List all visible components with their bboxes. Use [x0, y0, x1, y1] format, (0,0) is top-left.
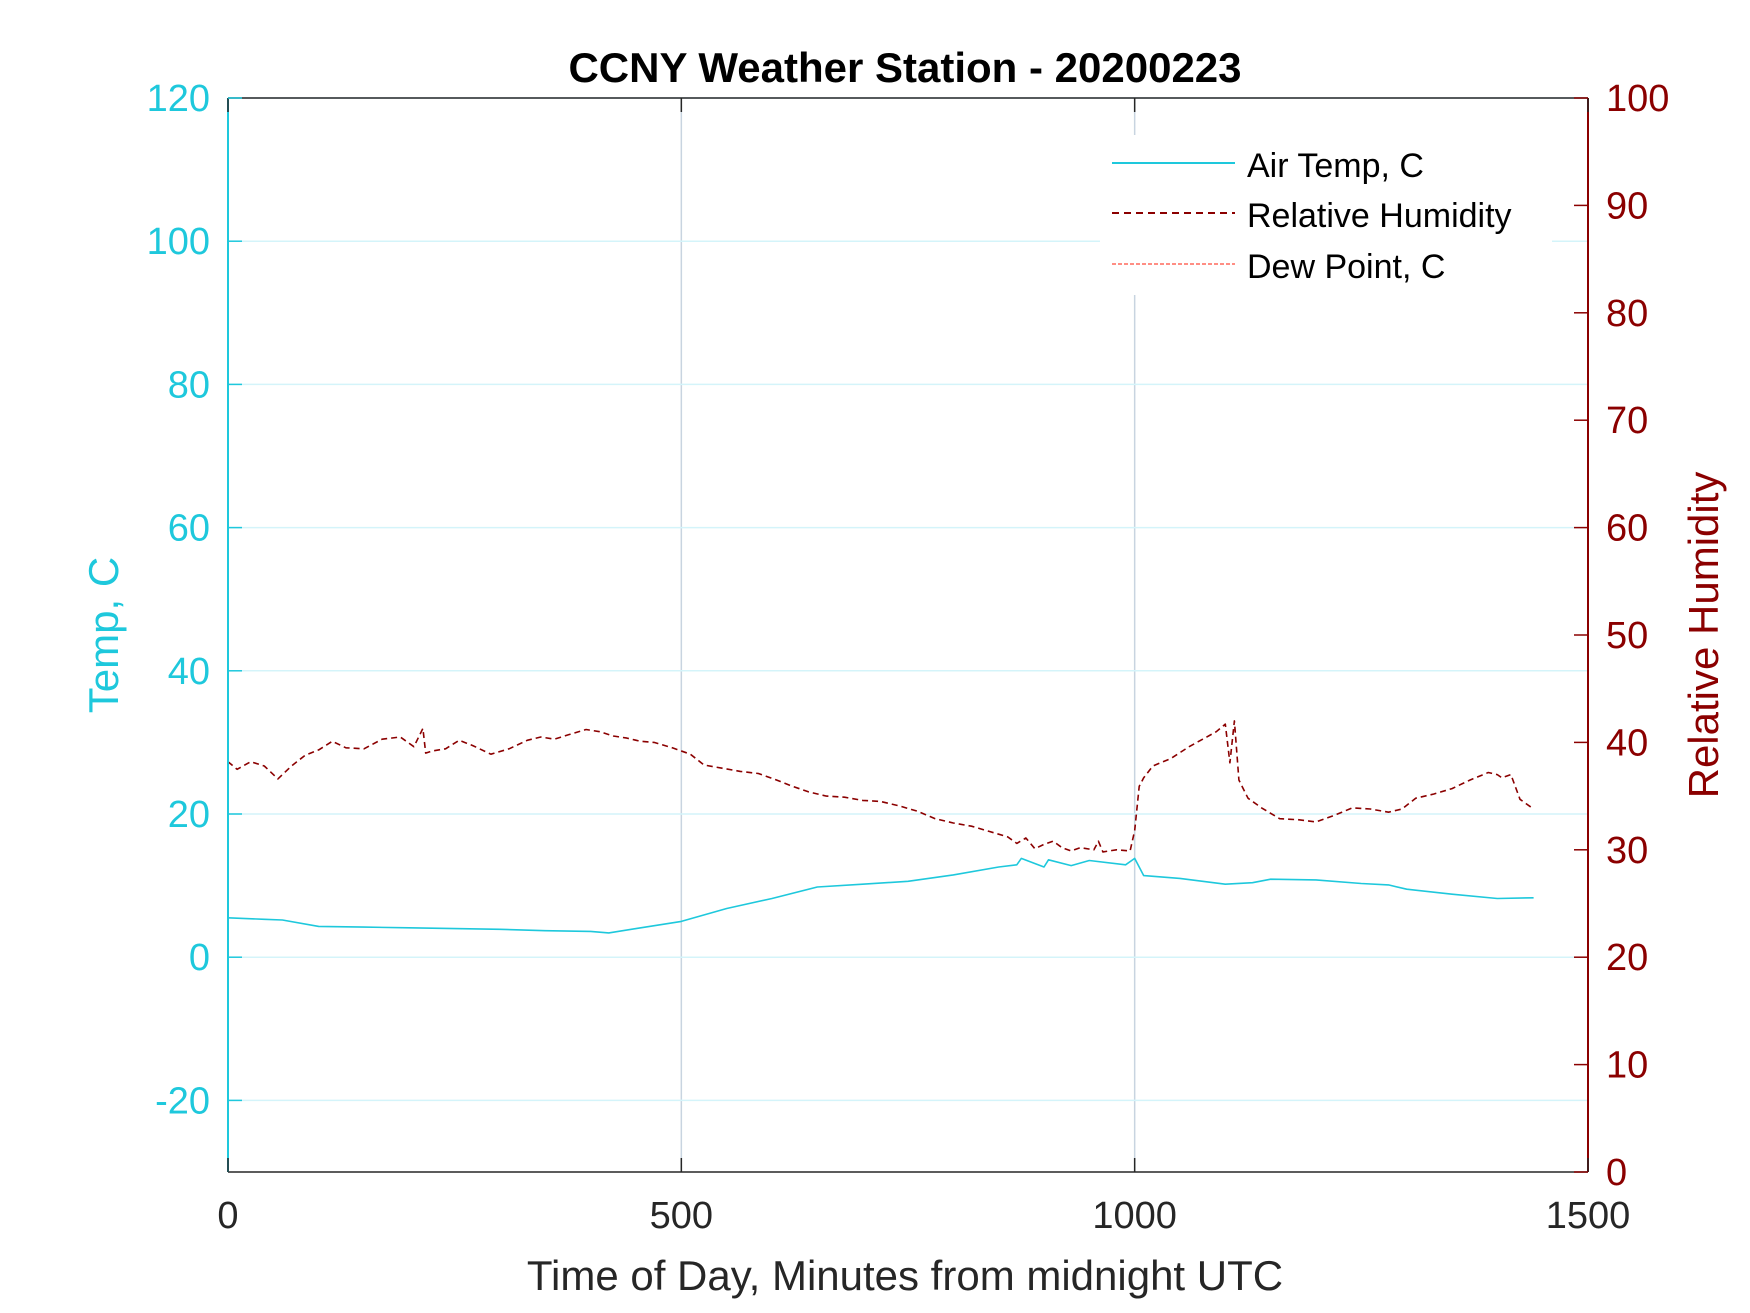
- x-tick-label: 1500: [1546, 1195, 1631, 1237]
- chart-title: CCNY Weather Station - 20200223: [568, 44, 1241, 91]
- y-axis-label-left: Temp, C: [80, 557, 127, 713]
- x-tick-label: 0: [217, 1195, 238, 1237]
- left-y-tick-label: 120: [147, 78, 210, 120]
- legend-label-air-temp: Air Temp, C: [1247, 147, 1424, 185]
- right-y-tick-label: 90: [1606, 185, 1648, 227]
- relative-humidity-line: [227, 720, 1535, 853]
- left-y-tick-label: 20: [168, 794, 210, 836]
- x-tick-label: 1000: [1092, 1195, 1177, 1237]
- left-y-tick-label: -20: [155, 1080, 210, 1122]
- left-y-tick-label: 100: [147, 221, 210, 263]
- legend-box: [1100, 135, 1552, 295]
- legend: Air Temp, C Relative Humidity Dew Point,…: [1100, 135, 1552, 295]
- legend-label-relative-humidity: Relative Humidity: [1247, 197, 1512, 235]
- right-y-tick-label: 10: [1606, 1045, 1648, 1087]
- y-axis-label-right: Relative Humidity: [1680, 472, 1727, 799]
- x-tick-label: 500: [650, 1195, 713, 1237]
- x-axis-label: Time of Day, Minutes from midnight UTC: [527, 1252, 1283, 1299]
- series-layer: [227, 720, 1535, 934]
- left-y-tick-label: 0: [189, 937, 210, 979]
- right-y-tick-label: 0: [1606, 1152, 1627, 1194]
- right-y-tick-label: 20: [1606, 937, 1648, 979]
- legend-label-dew-point: Dew Point, C: [1247, 248, 1445, 286]
- right-y-tick-label: 60: [1606, 508, 1648, 550]
- right-y-tick-label: 100: [1606, 78, 1669, 120]
- air-temp-line: [227, 857, 1534, 934]
- right-y-tick-label: 40: [1606, 722, 1648, 764]
- left-y-tick-label: 40: [168, 651, 210, 693]
- left-y-tick-label: 80: [168, 364, 210, 406]
- right-y-tick-label: 30: [1606, 830, 1648, 872]
- left-y-tick-label: 60: [168, 508, 210, 550]
- ticks: 0 500 1000 1500 -20 0 20 40 60 80 100 120 0 10 20 30 40 5…: [147, 78, 1670, 1237]
- right-y-tick-label: 50: [1606, 615, 1648, 657]
- right-y-tick-label: 70: [1606, 400, 1648, 442]
- right-y-tick-label: 80: [1606, 293, 1648, 335]
